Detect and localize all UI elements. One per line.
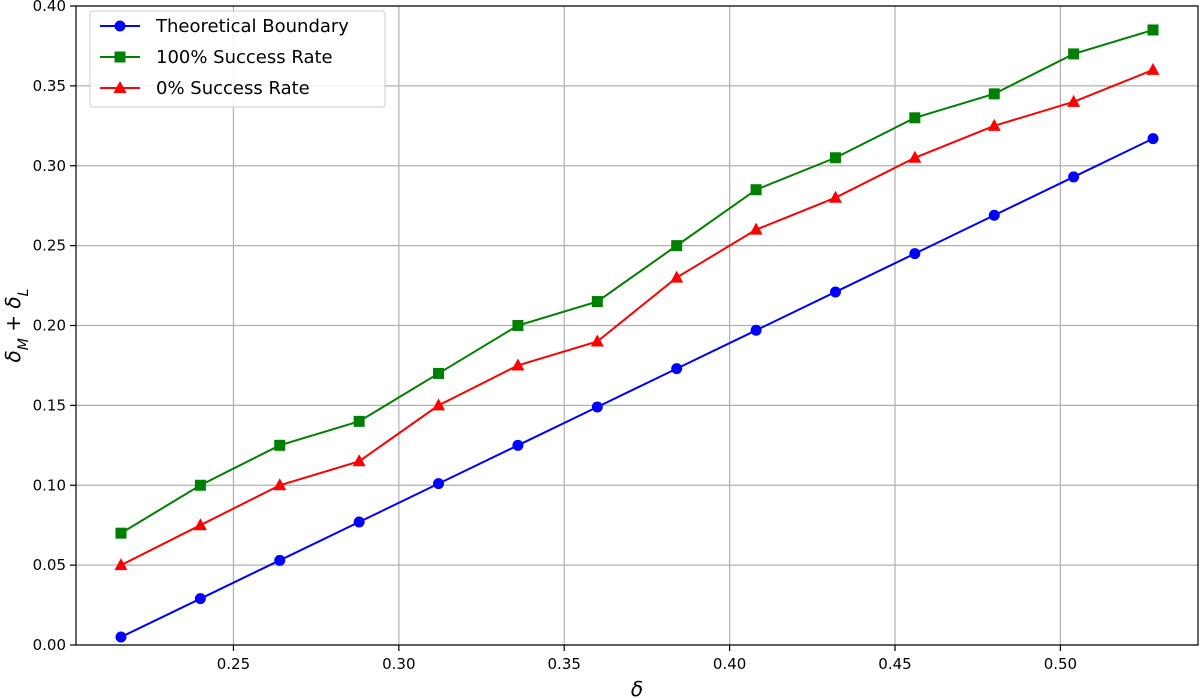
data-point (749, 222, 763, 235)
data-point (750, 184, 762, 196)
legend-item: 100% Success Rate (100, 47, 333, 68)
x-tick-label: 0.45 (878, 655, 911, 673)
x-tick-label: 0.30 (382, 655, 415, 673)
x-tick-label: 0.40 (713, 655, 746, 673)
data-point (511, 358, 525, 371)
data-point (829, 286, 841, 298)
y-tick-label: 0.40 (33, 0, 66, 15)
series-2 (114, 62, 1160, 571)
data-point (671, 240, 683, 252)
y-axis-title: δM + δL (1, 289, 32, 363)
data-point (1068, 48, 1080, 60)
data-point (1146, 62, 1160, 75)
legend-item: Theoretical Boundary (100, 16, 349, 37)
data-point (193, 518, 207, 531)
data-point (433, 367, 445, 379)
legend-box (89, 10, 386, 108)
x-axis-title: δ (631, 677, 643, 699)
legend-label: Theoretical Boundary (155, 16, 349, 37)
data-point (590, 334, 604, 347)
y-tick-label: 0.35 (33, 77, 66, 95)
data-point (512, 320, 524, 331)
x-tick-label: 0.50 (1044, 655, 1077, 673)
legend-label: 100% Success Rate (156, 47, 333, 68)
x-tick-label: 0.25 (217, 655, 250, 673)
legend-item: 0% Success Rate (100, 78, 310, 99)
data-point (909, 248, 921, 260)
data-point (1147, 24, 1159, 36)
y-tick-label: 0.00 (33, 636, 66, 654)
legend-marker (114, 51, 126, 63)
series-line (120, 68, 1154, 567)
data-point (433, 478, 445, 490)
data-point (591, 401, 603, 413)
series-1 (115, 24, 1159, 539)
data-point (671, 363, 683, 375)
legend-marker (113, 81, 127, 93)
data-point (1147, 133, 1159, 145)
y-tick-label: 0.05 (33, 556, 66, 574)
data-point (988, 88, 1000, 100)
data-point (353, 516, 365, 528)
legend-label: 0% Success Rate (156, 78, 310, 99)
data-point (274, 439, 286, 451)
data-point (512, 439, 524, 451)
legend-marker (114, 20, 126, 32)
y-tick-label: 0.15 (33, 396, 66, 414)
data-point (591, 296, 603, 308)
series-line (120, 137, 1154, 638)
data-point (828, 190, 842, 203)
data-point (115, 527, 127, 539)
axes: 0.25 0.30 0.35 0.40 0.45 0.50 0.00 0.05 0.10 0.15… (33, 0, 1199, 673)
series-line (120, 29, 1154, 535)
data-point (194, 479, 206, 491)
y-tick-label: 0.20 (33, 317, 66, 335)
data-point (194, 593, 206, 605)
y-tick-label: 0.25 (33, 237, 66, 255)
data-point (670, 270, 684, 283)
data-point (273, 478, 287, 491)
data-point (114, 558, 128, 571)
data-point (352, 454, 366, 467)
series-lines (114, 24, 1160, 643)
data-point (987, 118, 1001, 131)
data-point (353, 415, 365, 427)
data-point (829, 152, 841, 164)
data-point (1067, 94, 1081, 107)
y-tick-label: 0.10 (33, 476, 66, 494)
data-point (115, 631, 127, 643)
legend: Theoretical Boundary 100% Success Rate 0% … (89, 10, 386, 108)
data-point (909, 112, 921, 124)
x-tick-label: 0.35 (548, 655, 581, 673)
y-tick-label: 0.30 (33, 157, 66, 175)
data-point (988, 209, 1000, 221)
data-point (274, 554, 286, 566)
data-point (908, 150, 922, 163)
data-point (1068, 171, 1080, 183)
data-point (750, 324, 762, 336)
series-0 (115, 133, 1159, 643)
data-point (432, 398, 446, 411)
